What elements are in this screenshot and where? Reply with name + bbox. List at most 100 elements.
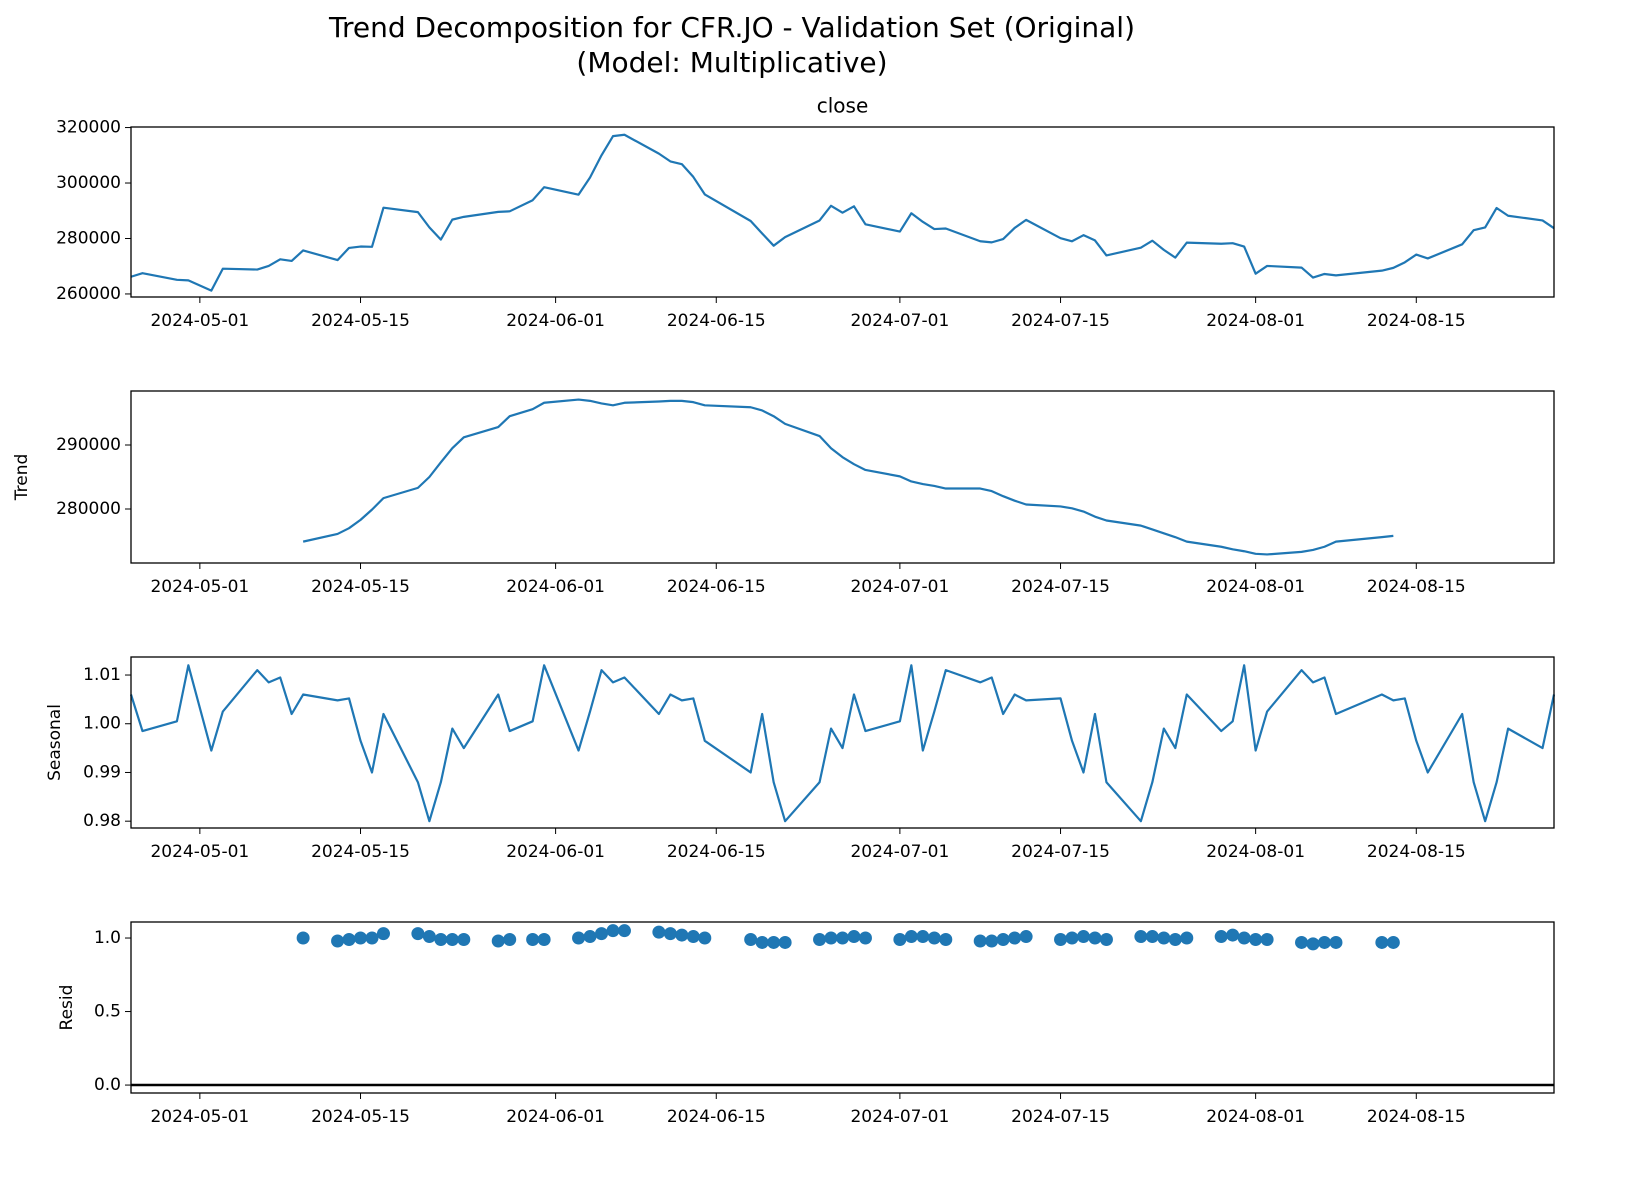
x-tick-label: 2024-07-15	[1011, 842, 1110, 862]
axes-frame	[130, 921, 1555, 1094]
figure-title: Trend Decomposition for CFR.JO - Validat…	[328, 11, 1135, 44]
resid-point	[904, 930, 918, 944]
resid-point	[503, 932, 517, 946]
x-tick-label: 2024-06-01	[506, 1107, 605, 1127]
series-line	[129, 664, 1556, 823]
x-tick-label: 2024-05-01	[150, 311, 249, 331]
resid-point	[595, 927, 609, 941]
x-tick-label: 2024-06-15	[667, 842, 766, 862]
x-tick-label: 2024-05-15	[311, 577, 410, 597]
resid-point	[663, 927, 677, 941]
resid-point	[331, 934, 345, 948]
resid-point	[767, 935, 781, 949]
resid-point	[1237, 931, 1251, 945]
axes-frame	[130, 390, 1555, 564]
y-tick-label: 0.99	[83, 762, 121, 782]
resid-point	[686, 930, 700, 944]
resid-point	[1249, 932, 1263, 946]
x-tick-label: 2024-07-01	[850, 1107, 949, 1127]
resid-point	[847, 930, 861, 944]
resid-point	[1099, 932, 1113, 946]
resid-point	[1180, 931, 1194, 945]
series-line	[130, 133, 1555, 292]
y-tick-label: 300000	[56, 173, 121, 193]
resid-point	[893, 932, 907, 946]
resid-point	[583, 930, 597, 944]
axes-title: close	[817, 94, 869, 118]
resid-point	[1306, 937, 1320, 951]
resid-point	[927, 931, 941, 945]
resid-point	[1019, 930, 1033, 944]
resid-point	[365, 931, 379, 945]
x-tick-label: 2024-05-01	[150, 577, 249, 597]
y-tick-label: 1.00	[83, 714, 121, 734]
y-tick-label: 290000	[56, 435, 121, 455]
resid-point	[411, 927, 425, 941]
resid-point	[985, 934, 999, 948]
resid-point	[836, 931, 849, 945]
y-tick-label: 260000	[56, 284, 121, 304]
x-tick-label: 2024-07-15	[1011, 577, 1110, 597]
y-axis-label: Seasonal	[45, 704, 65, 781]
x-tick-label: 2024-06-01	[506, 577, 605, 597]
resid-point	[1076, 930, 1090, 944]
x-tick-label: 2024-05-15	[311, 1107, 410, 1127]
y-axis-label: Resid	[57, 985, 77, 1031]
figure-subtitle: (Model: Multiplicative)	[576, 46, 887, 79]
x-tick-label: 2024-08-01	[1206, 311, 1305, 331]
resid-point	[491, 934, 505, 948]
x-tick-label: 2024-08-15	[1367, 842, 1466, 862]
axes-frame	[130, 126, 1555, 298]
x-tick-label: 2024-05-01	[150, 842, 249, 862]
resid-point	[434, 932, 448, 946]
resid-point	[858, 931, 872, 945]
resid-point	[973, 934, 987, 948]
x-tick-label: 2024-07-15	[1011, 311, 1110, 331]
x-tick-label: 2024-08-15	[1367, 1107, 1466, 1127]
resid-point	[422, 930, 436, 944]
resid-point	[939, 932, 953, 946]
resid-point	[572, 931, 586, 945]
resid-point	[813, 932, 827, 946]
resid-point	[824, 931, 838, 945]
resid-point	[1065, 931, 1079, 945]
x-tick-label: 2024-06-15	[667, 1107, 766, 1127]
y-axis-label: Trend	[12, 454, 32, 502]
y-tick-label: 1.01	[83, 665, 121, 685]
resid-point	[1226, 928, 1240, 942]
resid-point	[1168, 932, 1182, 946]
resid-point	[1295, 935, 1309, 949]
x-tick-label: 2024-07-01	[850, 842, 949, 862]
x-tick-label: 2024-07-01	[850, 577, 949, 597]
resid-point	[1008, 931, 1022, 945]
resid-point	[698, 931, 712, 945]
y-tick-label: 0.5	[94, 1002, 121, 1022]
resid-point	[1317, 935, 1331, 949]
resid-point	[526, 932, 540, 946]
x-tick-label: 2024-08-15	[1367, 311, 1466, 331]
x-tick-label: 2024-05-15	[311, 842, 410, 862]
resid-point	[1329, 935, 1343, 949]
y-tick-label: 320000	[56, 118, 121, 138]
resid-point	[755, 935, 769, 949]
x-tick-label: 2024-05-15	[311, 311, 410, 331]
y-tick-label: 280000	[56, 228, 121, 248]
x-tick-label: 2024-06-15	[667, 577, 766, 597]
resid-point	[342, 932, 356, 946]
resid-point	[445, 932, 459, 946]
resid-point	[1134, 930, 1148, 944]
y-tick-label: 1.0	[94, 928, 121, 948]
x-tick-label: 2024-06-15	[667, 311, 766, 331]
resid-point	[1386, 935, 1400, 949]
resid-point	[1375, 935, 1389, 949]
y-tick-label: 0.98	[83, 811, 121, 831]
resid-point	[1214, 930, 1228, 944]
x-tick-label: 2024-08-01	[1206, 577, 1305, 597]
x-tick-label: 2024-07-01	[850, 311, 949, 331]
x-tick-label: 2024-06-01	[506, 842, 605, 862]
resid-point	[617, 924, 631, 938]
x-tick-label: 2024-08-15	[1367, 577, 1466, 597]
resid-point	[1054, 932, 1068, 946]
y-tick-label: 280000	[56, 499, 121, 519]
resid-point	[1260, 932, 1274, 946]
